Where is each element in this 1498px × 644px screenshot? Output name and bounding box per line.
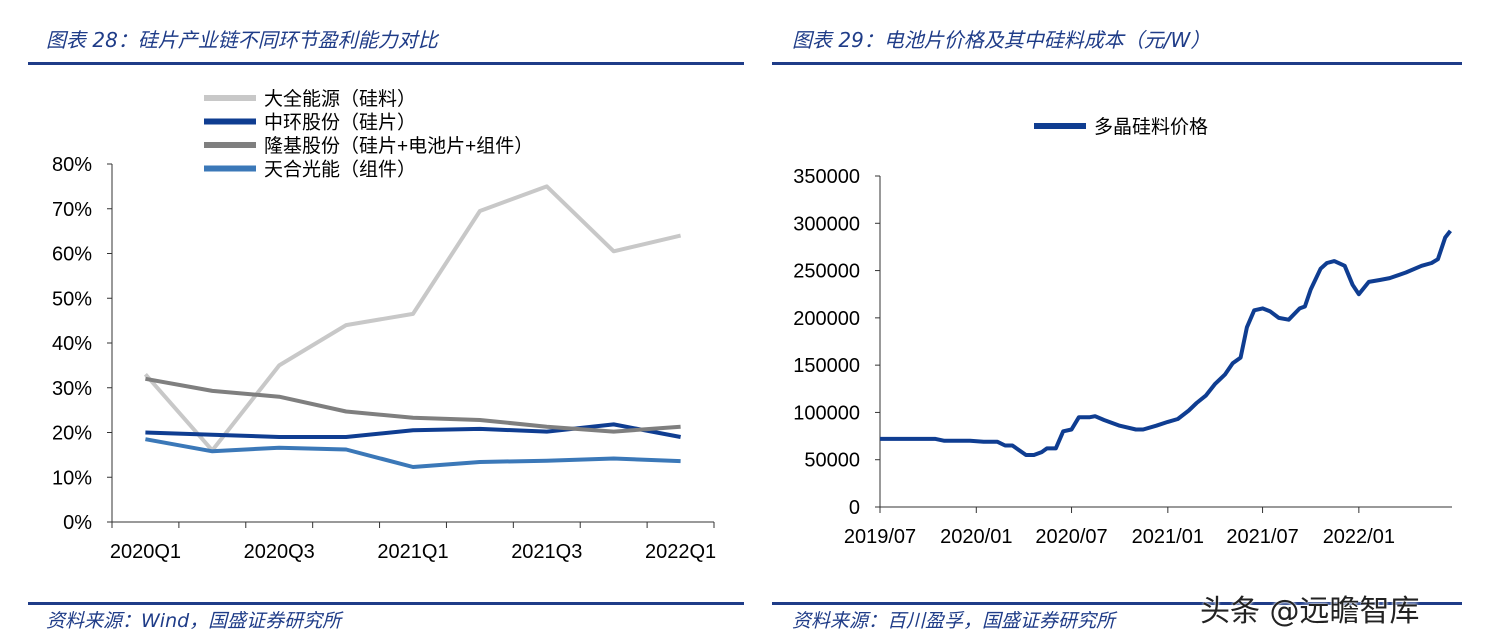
right-source-note: 资料来源：百川盈孚，国盛证券研究所 <box>792 610 1116 632</box>
left-x-tick-label: 2021Q1 <box>377 541 448 563</box>
right-x-tick-label: 2020/01 <box>940 526 1012 548</box>
left-y-tick-label: 10% <box>52 467 92 489</box>
right-y-tick-label: 100000 <box>793 402 860 424</box>
right-x-tick-label: 2021/01 <box>1132 526 1204 548</box>
right-x-tick-label: 2020/07 <box>1035 526 1107 548</box>
right-y-tick-label: 200000 <box>793 308 860 330</box>
left-y-tick-label: 40% <box>52 333 92 355</box>
left-series-line <box>143 184 682 453</box>
left-line-chart: 0% 10% 20% 30% 40% 50% 60% 70% 80% 2020Q1 2020Q3 20… <box>52 88 716 563</box>
left-series-line <box>145 437 681 469</box>
left-legend-label: 天合光能（组件） <box>264 159 416 181</box>
right-y-tick-label: 250000 <box>793 261 860 283</box>
left-source-note: 资料来源：Wind，国盛证券研究所 <box>46 610 342 632</box>
right-chart-title: 图表 29：电池片价格及其中硅料成本（元/W） <box>792 28 1211 52</box>
left-x-tick-label: 2020Q1 <box>110 541 181 563</box>
left-x-tick-label: 2021Q3 <box>511 541 582 563</box>
left-chart-title: 图表 28：硅片产业链不同环节盈利能力对比 <box>46 28 438 52</box>
right-line-chart: 0 50000 100000 150000 200000 250000 300000 3500… <box>793 116 1452 548</box>
right-source-rule <box>772 602 1462 605</box>
left-y-tick-label: 20% <box>52 423 92 445</box>
left-legend-label: 大全能源（硅料） <box>264 88 416 110</box>
left-x-tick-label: 2022Q1 <box>645 541 716 563</box>
left-title-rule <box>28 62 744 65</box>
right-title-rule <box>772 62 1462 65</box>
left-y-tick-label: 80% <box>52 154 92 176</box>
left-x-tick-label: 2020Q3 <box>244 541 315 563</box>
watermark: 头条 @远瞻智库 <box>1200 594 1420 629</box>
left-y-tick-label: 50% <box>52 288 92 310</box>
left-y-tick-label: 0% <box>63 512 92 534</box>
left-legend-label: 中环股份（硅片） <box>264 112 416 134</box>
left-y-tick-label: 70% <box>52 199 92 221</box>
left-series-line <box>145 422 681 439</box>
right-y-tick-label: 150000 <box>793 355 860 377</box>
right-x-tick-label: 2019/07 <box>844 526 916 548</box>
left-series-line <box>145 376 681 434</box>
right-series-line <box>880 229 1452 457</box>
right-x-tick-label: 2022/01 <box>1323 526 1395 548</box>
right-legend-label: 多晶硅料价格 <box>1094 116 1208 138</box>
right-y-tick-label: 50000 <box>804 450 860 472</box>
right-x-tick-label: 2021/07 <box>1226 526 1298 548</box>
right-y-tick-label: 350000 <box>793 166 860 188</box>
left-y-tick-label: 60% <box>52 244 92 266</box>
right-y-tick-label: 0 <box>849 497 860 519</box>
right-y-tick-label: 300000 <box>793 213 860 235</box>
left-y-tick-label: 30% <box>52 378 92 400</box>
left-legend-label: 隆基股份（硅片+电池片+组件） <box>264 135 533 157</box>
left-source-rule <box>28 602 744 605</box>
